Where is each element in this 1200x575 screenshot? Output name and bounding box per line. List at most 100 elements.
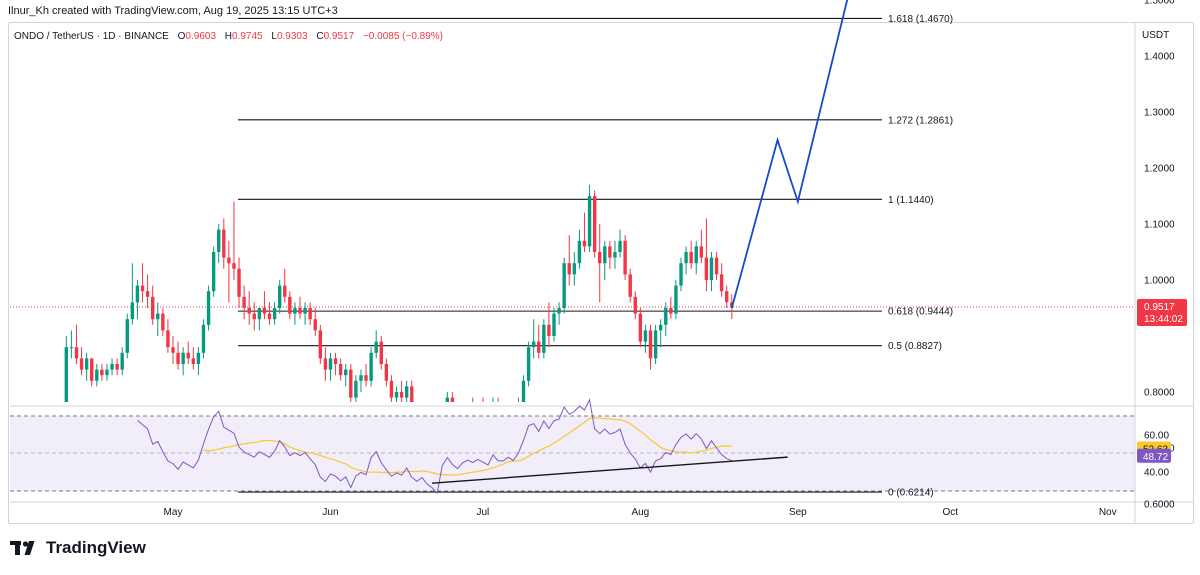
candle-body-17 bbox=[150, 296, 155, 320]
candle-body-120 bbox=[674, 285, 678, 314]
time-axis[interactable]: May Jun Jul Aug Sep Oct Nov bbox=[164, 507, 1117, 518]
candle-body-3 bbox=[79, 358, 84, 370]
price-tick-1-0000: 1.0000 bbox=[1144, 276, 1175, 287]
candle-body-117 bbox=[658, 324, 663, 331]
high-label: H bbox=[224, 31, 233, 42]
rsi-pane bbox=[137, 398, 788, 495]
candle-body-86 bbox=[502, 414, 505, 415]
candle-body-0 bbox=[64, 347, 69, 402]
candle-body-106 bbox=[603, 246, 607, 264]
symbol-legend: ONDO / TetherUS · 1D · BINANCE O0.9603 H… bbox=[14, 31, 443, 42]
price-tick-1-1000: 1.1000 bbox=[1144, 220, 1175, 231]
candle-body-50 bbox=[318, 330, 323, 359]
candle-body-20 bbox=[166, 330, 170, 348]
projection-path bbox=[730, 0, 849, 309]
candle-body-108 bbox=[613, 252, 617, 258]
candle-body-80 bbox=[471, 409, 474, 415]
candle-body-18 bbox=[156, 313, 160, 320]
time-tick-sep: Sep bbox=[789, 507, 807, 518]
rsi-ma-line bbox=[203, 417, 732, 476]
candle-body-112 bbox=[633, 296, 637, 314]
fib-label-6: 0 (0.6214) bbox=[888, 488, 934, 499]
candle-body-34 bbox=[237, 268, 241, 297]
candle-body-39 bbox=[262, 308, 267, 314]
candle-body-119 bbox=[669, 308, 673, 314]
candle-body-76 bbox=[450, 397, 455, 402]
price-tick-1-3000: 1.3000 bbox=[1144, 108, 1175, 119]
candle-body-14 bbox=[135, 285, 140, 303]
candle-body-111 bbox=[628, 274, 632, 297]
fib-label-3: 1 (1.1440) bbox=[888, 195, 934, 206]
candle-body-125 bbox=[699, 246, 704, 258]
candle-body-51 bbox=[323, 358, 328, 370]
fib-label-1: 1.618 (1.4670) bbox=[888, 14, 953, 25]
candle-body-97 bbox=[557, 308, 561, 314]
currency-label[interactable]: USDT bbox=[1142, 30, 1170, 41]
candle-body-66 bbox=[399, 392, 404, 398]
candle-body-85 bbox=[496, 403, 499, 414]
candle-body-4 bbox=[84, 358, 89, 370]
fib-label-4: 0.618 (0.9444) bbox=[888, 307, 953, 318]
candle-body-116 bbox=[653, 330, 658, 359]
candle-body-60 bbox=[369, 352, 373, 381]
candle-body-56 bbox=[349, 369, 353, 398]
candle-body-47 bbox=[303, 308, 307, 314]
candle-body-90 bbox=[521, 380, 526, 402]
candle-body-32 bbox=[227, 257, 231, 264]
candle-body-104 bbox=[592, 196, 597, 252]
candle-body-129 bbox=[719, 274, 724, 292]
rsi-tick-60-00: 60.00 bbox=[1144, 430, 1169, 441]
candle-body-44 bbox=[288, 296, 292, 314]
time-tick-aug: Aug bbox=[631, 507, 649, 518]
candle-body-25 bbox=[191, 358, 196, 364]
candle-body-46 bbox=[298, 308, 302, 314]
candle-body-118 bbox=[664, 308, 668, 325]
candle-body-91 bbox=[526, 347, 531, 381]
rsi-value: 48.72 bbox=[1143, 452, 1168, 463]
candle-body-92 bbox=[531, 341, 536, 348]
candle-body-98 bbox=[562, 263, 566, 308]
low-value: 0.9303 bbox=[276, 31, 308, 42]
candle-body-19 bbox=[161, 313, 165, 331]
candle-body-79 bbox=[466, 409, 469, 415]
change-value: −0.0085 (−0.89%) bbox=[362, 31, 444, 42]
candle-body-2 bbox=[74, 347, 79, 359]
candle-body-45 bbox=[293, 308, 297, 314]
fib-label-2: 1.272 (1.2861) bbox=[888, 115, 953, 126]
candle-body-114 bbox=[643, 330, 648, 342]
price-axis[interactable]: 1.80001.70001.60001.50001.40001.30001.20… bbox=[1144, 0, 1175, 511]
candle-body-68 bbox=[410, 386, 414, 402]
candle-body-37 bbox=[252, 313, 256, 320]
last-price-value: 0.9517 bbox=[1144, 302, 1175, 313]
candle-body-103 bbox=[587, 196, 592, 247]
candle-body-13 bbox=[130, 302, 135, 320]
fib-label-5: 0.5 (0.8827) bbox=[888, 341, 942, 352]
candle-body-8 bbox=[105, 369, 109, 376]
candle-body-29 bbox=[211, 252, 216, 292]
symbol-name[interactable]: ONDO / TetherUS · 1D · BINANCE bbox=[14, 31, 169, 42]
candle-body-40 bbox=[267, 313, 272, 320]
candle-body-48 bbox=[308, 308, 312, 320]
candle-body-89 bbox=[517, 403, 520, 414]
candle-body-28 bbox=[206, 291, 211, 325]
candle-body-1 bbox=[69, 347, 74, 349]
candle-body-102 bbox=[582, 240, 587, 247]
candle-body-57 bbox=[354, 380, 358, 398]
candle-body-64 bbox=[389, 380, 394, 398]
candle-body-31 bbox=[222, 229, 226, 258]
low-label: L bbox=[271, 31, 277, 42]
projection-arrow bbox=[730, 0, 849, 309]
candle-body-11 bbox=[120, 352, 124, 370]
candle-body-105 bbox=[598, 252, 602, 264]
candle-body-130 bbox=[725, 291, 729, 303]
tradingview-brand[interactable]: TradingView bbox=[10, 538, 146, 558]
rsi-tick-40-00: 40.00 bbox=[1144, 468, 1169, 479]
tradingview-logo-icon bbox=[10, 541, 35, 555]
open-value: 0.9603 bbox=[185, 31, 217, 42]
candle-body-30 bbox=[217, 229, 221, 252]
candles bbox=[64, 184, 734, 415]
candle-body-15 bbox=[140, 285, 145, 292]
candle-body-21 bbox=[171, 347, 175, 353]
